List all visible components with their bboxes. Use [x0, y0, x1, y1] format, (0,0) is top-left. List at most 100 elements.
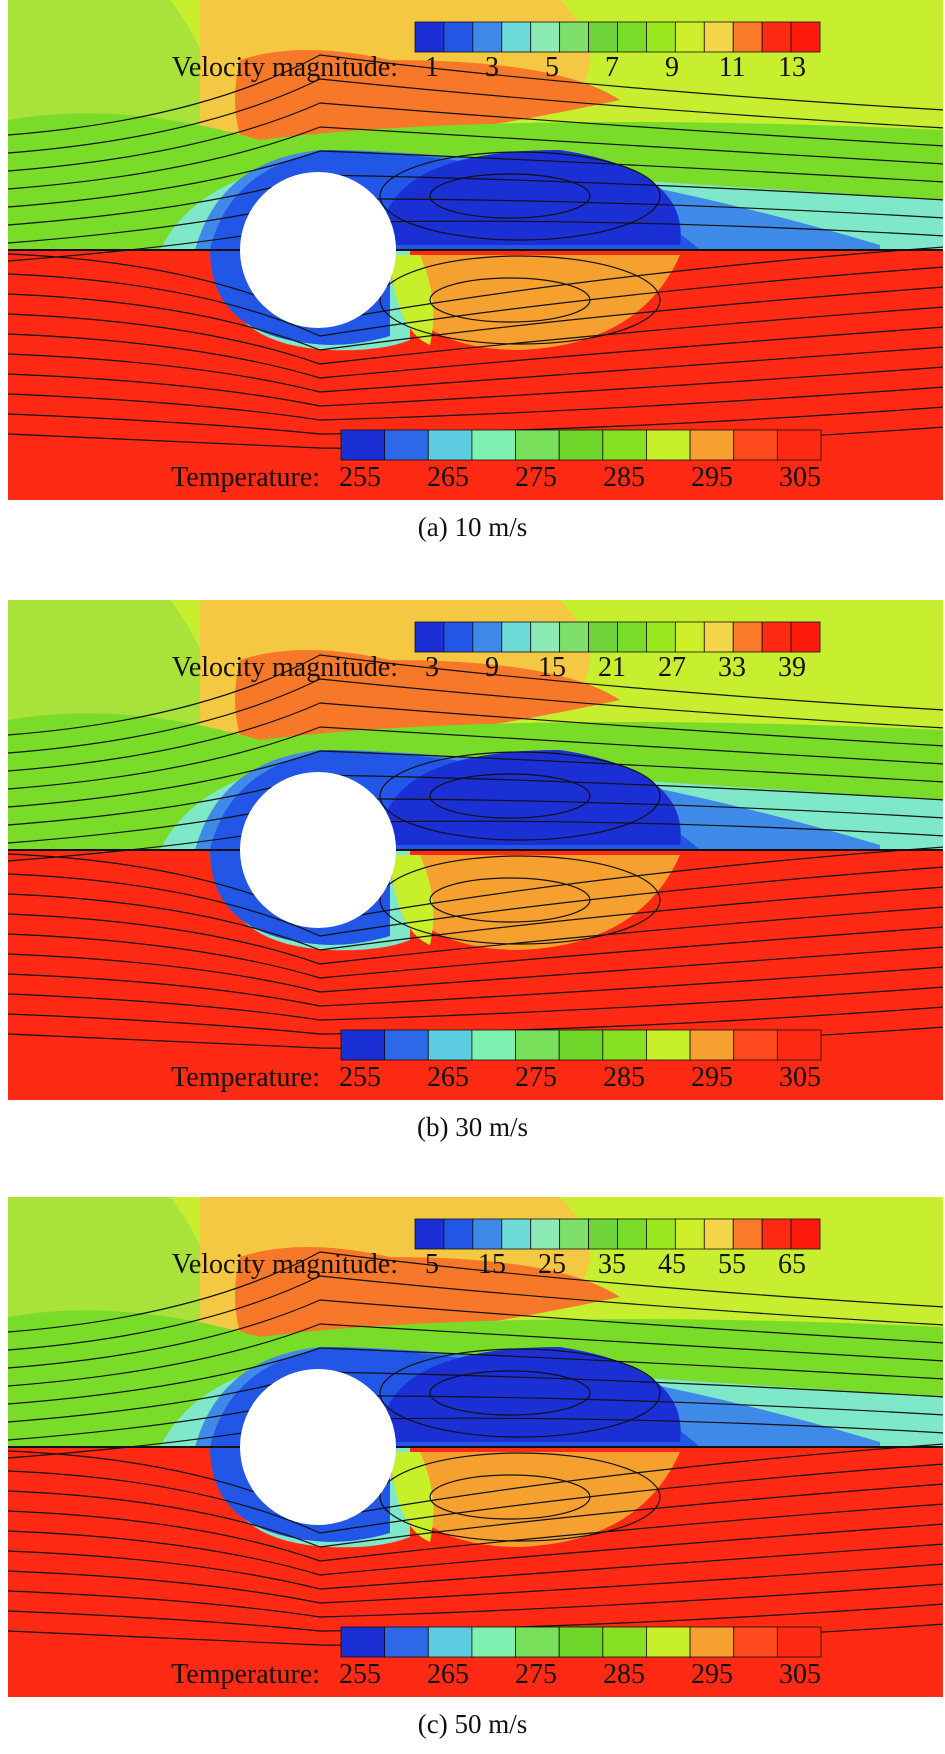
velocity-tick-label: 5 [425, 1249, 439, 1280]
velocity-tick-label: 35 [598, 1249, 626, 1280]
streamline-upper [8, 54, 943, 136]
streamline-lower [8, 1583, 943, 1618]
caption-b: (b) 30 m/s [417, 1112, 528, 1142]
velocity-colorbar-swatch [588, 1218, 618, 1250]
streamline-upper [8, 1275, 943, 1351]
temperature-tick-label: 265 [427, 1062, 469, 1093]
streamline-lower [8, 966, 943, 1007]
streamline-lower [8, 906, 943, 965]
streamline-lower [8, 386, 943, 421]
velocity-tick-label: 5 [545, 52, 559, 83]
velocity-tick-label: 15 [478, 1249, 506, 1280]
velocity-tick-label: 13 [778, 52, 806, 83]
velocity-tick-label: 7 [605, 52, 619, 83]
velocity-colorbar-swatch [790, 1218, 821, 1250]
flow-domain [8, 0, 943, 500]
velocity-colorbar-swatch [501, 21, 532, 53]
streamline-lower [8, 946, 943, 993]
streamline-lower [8, 866, 943, 937]
caption-a: (a) 10 m/s [417, 512, 528, 542]
temperature-colorbar-swatch [471, 1626, 516, 1658]
velocity-colorbar-swatch [703, 621, 734, 653]
streamline-upper [8, 1371, 943, 1423]
velocity-colorbar-swatch [472, 21, 503, 53]
velocity-label: Velocity magnitude: [172, 52, 398, 83]
velocity-colorbar-swatch [761, 21, 792, 53]
velocity-tick-label: 9 [665, 52, 679, 83]
vortex-upper-outer [379, 151, 661, 241]
vortex-upper-inner [429, 1370, 591, 1416]
temperature-tick-label: 295 [691, 1062, 733, 1093]
temperature-colorbar-swatch [776, 1029, 822, 1061]
streamline-lower [8, 1523, 943, 1576]
streamline-lower [8, 326, 943, 379]
velocity-colorbar-swatch [443, 21, 474, 53]
velocity-colorbar-swatch [588, 621, 618, 653]
streamlines [8, 654, 943, 1050]
streamline-lower [8, 986, 943, 1021]
streamline-lower [8, 1463, 943, 1534]
velocity-colorbar-swatch [472, 1218, 503, 1250]
temperature-label: Temperature: [171, 1659, 320, 1690]
velocity-tick-label: 27 [658, 652, 686, 683]
temperature-colorbar-swatch [646, 429, 691, 461]
streamline-lower [8, 1503, 943, 1562]
streamline-lower [8, 1543, 943, 1590]
cylinder [240, 172, 396, 328]
temperature-colorbar-swatch [602, 1626, 647, 1658]
temperature-tick-label: 305 [779, 462, 821, 493]
velocity-colorbar-swatch [414, 621, 445, 653]
flow-panel-a: Velocity magnitude: 1 3 5 7 9 11 13 Temperature:… [0, 0, 945, 542]
temperature-label: Temperature: [171, 1062, 320, 1093]
temperature-colorbar: Temperature: 255 265 275 285 295 305 [171, 1626, 822, 1690]
vortex-lower-outer [379, 255, 661, 345]
streamline-lower [8, 306, 943, 365]
velocity-colorbar-swatch [443, 621, 474, 653]
temperature-tick-label: 305 [779, 1062, 821, 1093]
temperature-colorbar-swatch [776, 429, 822, 461]
temperature-tick-label: 305 [779, 1659, 821, 1690]
temperature-tick-label: 295 [691, 1659, 733, 1690]
streamline-lower [8, 246, 943, 323]
velocity-tick-label: 21 [598, 652, 626, 683]
velocity-colorbar-swatch [646, 621, 676, 653]
streamline-lower [8, 286, 943, 351]
velocity-colorbar-swatch [646, 1218, 676, 1250]
streamline-lower [8, 346, 943, 393]
temperature-tick-label: 265 [427, 462, 469, 493]
recirculation-lower [385, 1452, 680, 1547]
temperature-tick-label: 285 [603, 1659, 645, 1690]
streamline-lower [8, 1563, 943, 1604]
vortex-lower-inner [429, 1474, 591, 1520]
temperature-colorbar-swatch [558, 1626, 604, 1658]
streamline-upper [8, 798, 943, 844]
streamlines [8, 54, 943, 450]
temperature-colorbar-swatch [733, 429, 778, 461]
temperature-colorbar-swatch [602, 429, 647, 461]
temperature-label: Temperature: [171, 462, 320, 493]
temperature-tick-label: 295 [691, 462, 733, 493]
velocity-colorbar-swatch [530, 621, 561, 653]
temperature-colorbar-swatch [340, 429, 386, 461]
streamline-lower [8, 926, 943, 979]
streamline-upper [8, 1323, 943, 1387]
velocity-colorbar-swatch [703, 1218, 734, 1250]
vortex-upper-inner [429, 173, 591, 219]
velocity-colorbar-swatch [732, 621, 763, 653]
velocity-colorbar-swatch [472, 621, 503, 653]
temperature-colorbar-swatch [515, 1626, 560, 1658]
streamline-upper [8, 774, 943, 826]
velocity-tick-label: 15 [538, 652, 566, 683]
flow-field-a: Velocity magnitude: 1 3 5 7 9 11 13Temperature:… [8, 0, 943, 500]
streamline-lower [8, 266, 943, 337]
velocity-colorbar-swatch [617, 21, 647, 53]
flow-panel-c: Velocity magnitude: 5 15 25 35 45 55 65 Temperat… [0, 1197, 945, 1739]
velocity-colorbar-swatch [674, 21, 705, 53]
velocity-colorbar-swatch [617, 621, 647, 653]
velocity-colorbar-swatch [790, 621, 821, 653]
streamline-upper [8, 1395, 943, 1441]
temperature-tick-label: 275 [515, 1659, 557, 1690]
velocity-colorbar-swatch [414, 21, 445, 53]
temperature-tick-label: 255 [339, 462, 381, 493]
velocity-tick-label: 25 [538, 1249, 566, 1280]
